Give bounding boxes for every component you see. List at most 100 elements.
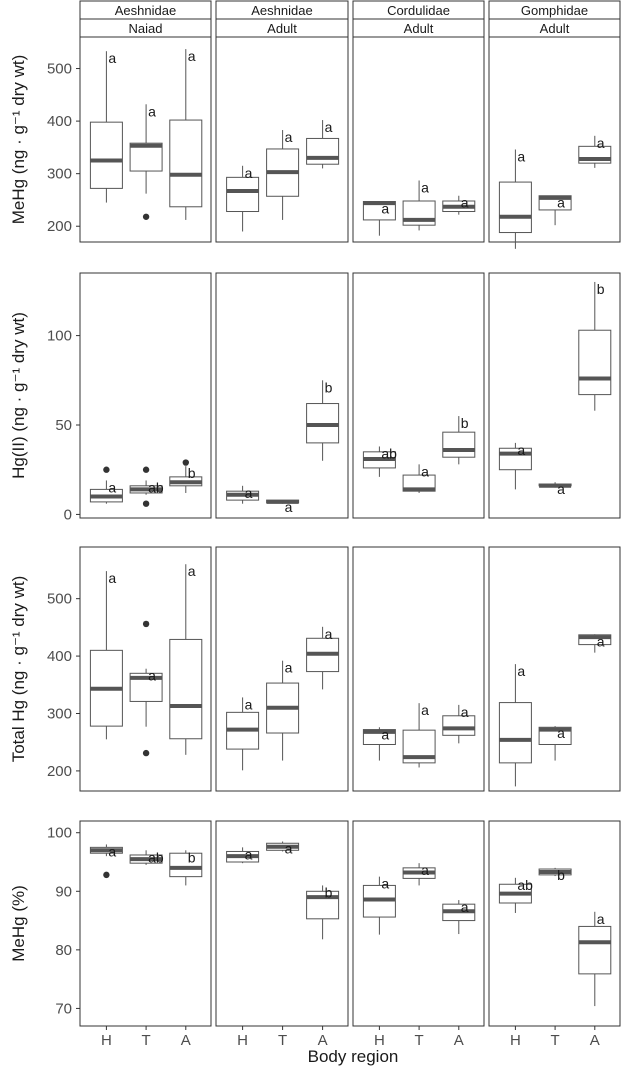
x-tick-label: H [237,1032,248,1049]
y-axis-title: MeHg (%) [9,885,28,962]
box-H: ab [498,877,533,913]
panel-1-1: a a a [79,36,212,243]
box-T: ab [129,466,164,507]
y-tick-label: 400 [47,113,72,130]
panel-border [488,820,621,1027]
strip-top-label: Aeshnidae [251,3,312,18]
significance-letter: a [557,195,565,211]
y-tick-label: 500 [47,591,72,608]
box-T: a [266,841,300,857]
panel-4-1: a ab b [79,820,212,1027]
significance-letter: a [517,442,525,458]
y-tick-label: 90 [55,883,72,900]
significance-letter: a [461,195,469,211]
significance-letter: a [148,103,156,119]
box-A: b [306,884,340,940]
y-tick-label: 400 [47,648,72,665]
significance-letter: a [597,911,605,927]
panel-border [488,272,621,519]
x-tick-label: H [510,1032,521,1049]
box-H: a [89,50,123,203]
iqr-box [169,119,203,208]
box-H: a [226,485,260,504]
y-tick-label: 100 [47,328,72,345]
iqr-box [498,447,532,471]
box-T: a [402,702,436,768]
box-A: b [169,459,203,493]
box-H: a [89,843,123,879]
panel-3-3: a a a [352,546,485,792]
x-tick-label: A [454,1032,464,1049]
significance-letter: a [188,563,196,579]
facet-strip-4: Gomphidae Adult [488,0,621,38]
panel-2-3: ab ab [352,272,485,519]
iqr-box [498,181,532,234]
box-A: a [442,195,476,215]
significance-letter: a [517,663,525,679]
y-tick-label: 100 [47,825,72,842]
box-A: b [306,379,340,461]
box-T: a [402,180,436,231]
y-tick-label: 200 [47,218,72,235]
significance-letter: a [245,165,253,181]
significance-letter: a [381,876,389,892]
outlier-point [142,466,150,473]
significance-letter: a [245,696,253,712]
box-H: a [226,165,260,232]
y-axis-title: Hg(II) (ng · g⁻¹ dry wt) [9,312,28,479]
outlier-point [142,213,150,220]
box-A: a [169,563,203,755]
outlier-point [142,749,150,757]
significance-letter: a [421,463,429,479]
significance-letter: a [108,843,116,859]
box-H: a [362,201,396,236]
panel-border [352,820,485,1027]
panel-4-3: a a a [352,820,485,1027]
box-H: a [89,570,123,740]
significance-letter: b [188,465,196,481]
significance-letter: ab [381,445,397,461]
box-H: a [89,466,123,504]
y-tick-label: 50 [55,417,72,434]
box-T: a [402,862,436,886]
box-T: a [129,620,163,757]
x-tick-label: T [551,1032,560,1049]
x-tick-label: H [374,1032,385,1049]
facet-rows: MeHg (ng · g⁻¹ dry wt)200300400500aaaaaa… [9,36,621,1027]
box-A: a [578,911,612,1007]
significance-letter: b [597,281,605,297]
significance-letter: a [597,135,605,151]
box-T: a [538,195,572,226]
outlier-point [142,620,150,628]
significance-letter: ab [517,877,533,893]
facet-row-3: Total Hg (ng · g⁻¹ dry wt)200300400500aa… [9,546,621,792]
box-H: a [362,876,396,935]
iqr-box [442,715,476,736]
significance-letter: a [421,862,429,878]
strip-top-label: Aeshnidae [115,3,176,18]
significance-letter: ab [148,479,164,495]
significance-letter: a [557,725,565,741]
box-T: a [538,725,572,761]
box-H: a [498,148,532,249]
box-A: b [442,415,476,465]
x-axis-title: Body region [308,1047,399,1066]
outlier-point [103,466,110,473]
x-tick-label: A [181,1032,191,1049]
significance-letter: a [108,50,116,66]
outlier-point [103,871,110,879]
box-A: a [578,135,612,168]
significance-letter: a [285,499,293,515]
significance-letter: a [421,180,429,196]
iqr-box [169,852,203,878]
significance-letter: a [245,846,253,862]
facet-strip-3: Cordulidae Adult [352,0,485,38]
iqr-box [538,726,572,745]
panel-1-2: a a a [215,36,349,243]
significance-letter: a [285,660,293,676]
box-H: ab [362,445,397,477]
iqr-box [578,925,612,975]
y-tick-label: 300 [47,705,72,722]
box-H: a [226,846,260,864]
